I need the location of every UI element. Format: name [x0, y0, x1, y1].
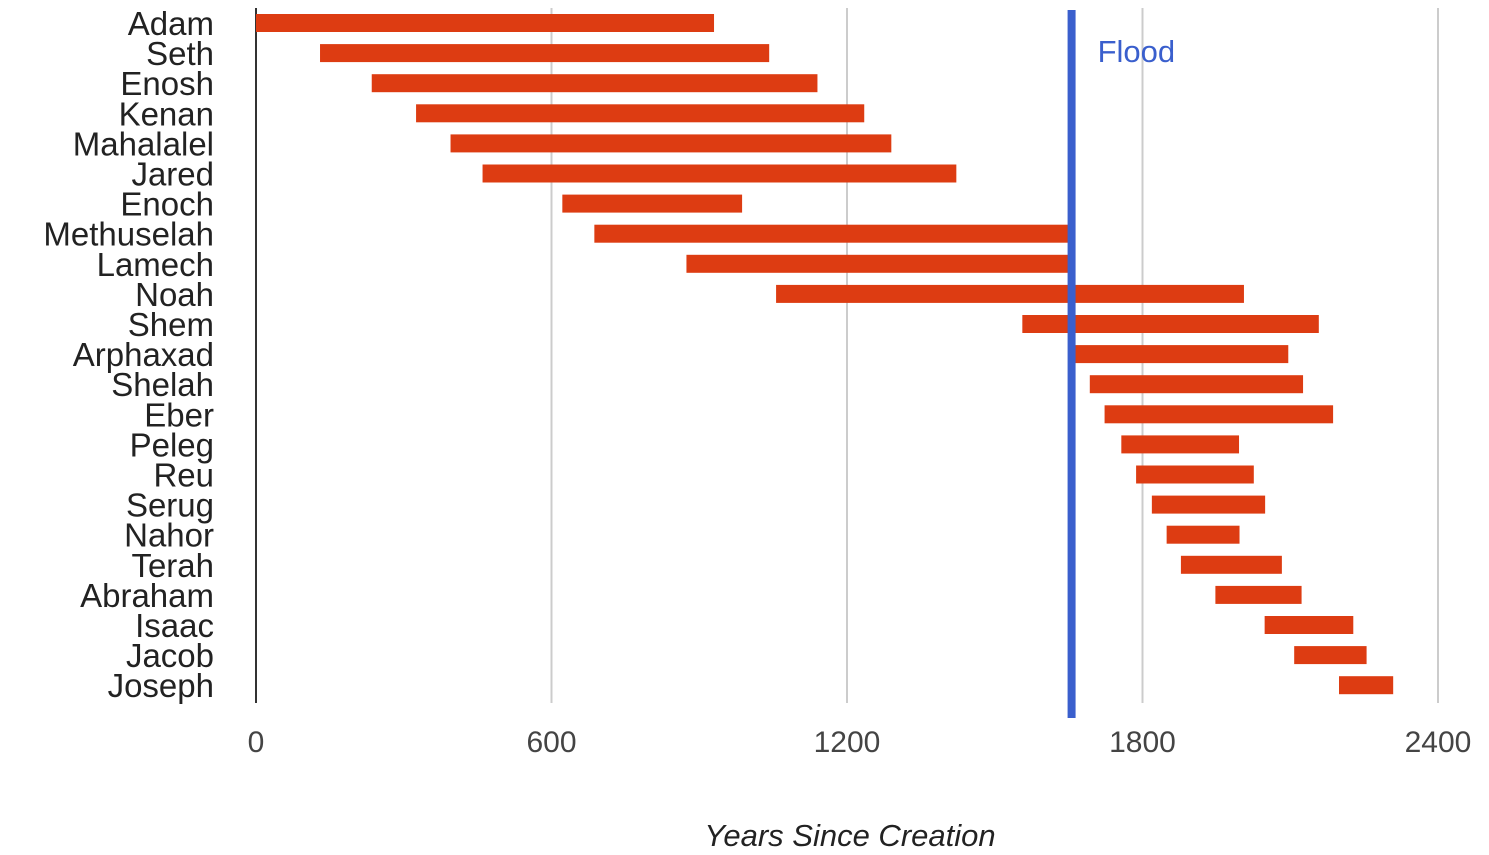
x-tick-label-600: 600: [526, 726, 576, 759]
x-tick-label-0: 0: [248, 726, 265, 759]
bar-noah: [776, 284, 1244, 303]
reference-lines: Flood: [1067, 10, 1176, 718]
x-tick-labels: 0 600 1200 1800 2400: [248, 726, 1472, 759]
name-label-arphaxad: Arphaxad: [73, 336, 214, 373]
bar-shelah: [1089, 375, 1304, 394]
name-label-lamech: Lamech: [97, 246, 214, 283]
name-label-terah: Terah: [131, 547, 214, 584]
bar-jacob: [1294, 646, 1367, 665]
bar-enosh: [371, 74, 818, 93]
bar-enoch: [562, 194, 743, 213]
name-labels: AdamSethEnoshKenanMahalalelJaredEnochMet…: [43, 5, 214, 704]
name-label-peleg: Peleg: [130, 426, 214, 463]
bar-adam: [256, 14, 715, 32]
bar-serug: [1151, 495, 1266, 514]
bar-seth: [320, 44, 770, 63]
bar-mahalalel: [450, 134, 892, 153]
name-label-noah: Noah: [135, 276, 214, 313]
x-tick-label-1800: 1800: [1109, 726, 1176, 759]
bar-terah: [1180, 555, 1282, 574]
bar-peleg: [1121, 435, 1240, 454]
x-tick-label-1200: 1200: [814, 726, 881, 759]
bar-methuselah: [594, 224, 1072, 243]
flood-label: Flood: [1098, 34, 1176, 69]
bar-eber: [1104, 405, 1334, 424]
bar-kenan: [416, 104, 865, 123]
name-label-methuselah: Methuselah: [43, 216, 214, 253]
bar-jared: [482, 164, 957, 183]
bar-reu: [1136, 465, 1254, 484]
bar-abraham: [1215, 585, 1302, 604]
bar-arphaxad: [1072, 345, 1289, 364]
bar-isaac: [1264, 616, 1354, 634]
lifespan-bars: [256, 14, 1394, 695]
bar-shem: [1022, 315, 1319, 333]
x-tick-label-2400: 2400: [1405, 726, 1472, 759]
bar-nahor: [1166, 525, 1240, 544]
name-label-enoch: Enoch: [120, 186, 214, 223]
name-label-shem: Shem: [128, 306, 214, 343]
name-label-nahor: Nahor: [124, 517, 214, 554]
name-label-jacob: Jacob: [126, 637, 214, 674]
bar-joseph: [1339, 676, 1394, 695]
bar-lamech: [686, 254, 1072, 273]
name-label-joseph: Joseph: [108, 667, 214, 704]
name-label-mahalalel: Mahalalel: [73, 125, 214, 162]
name-label-shelah: Shelah: [111, 366, 214, 403]
name-label-seth: Seth: [146, 35, 214, 72]
name-label-jared: Jared: [131, 156, 214, 193]
name-label-kenan: Kenan: [119, 95, 214, 132]
name-label-eber: Eber: [144, 396, 214, 433]
name-label-serug: Serug: [126, 487, 214, 524]
name-label-adam: Adam: [128, 5, 214, 42]
x-axis-title: Years Since Creation: [704, 818, 995, 853]
name-label-abraham: Abraham: [80, 577, 214, 614]
name-label-isaac: Isaac: [135, 607, 214, 644]
name-label-enosh: Enosh: [120, 65, 214, 102]
name-label-reu: Reu: [153, 457, 214, 494]
